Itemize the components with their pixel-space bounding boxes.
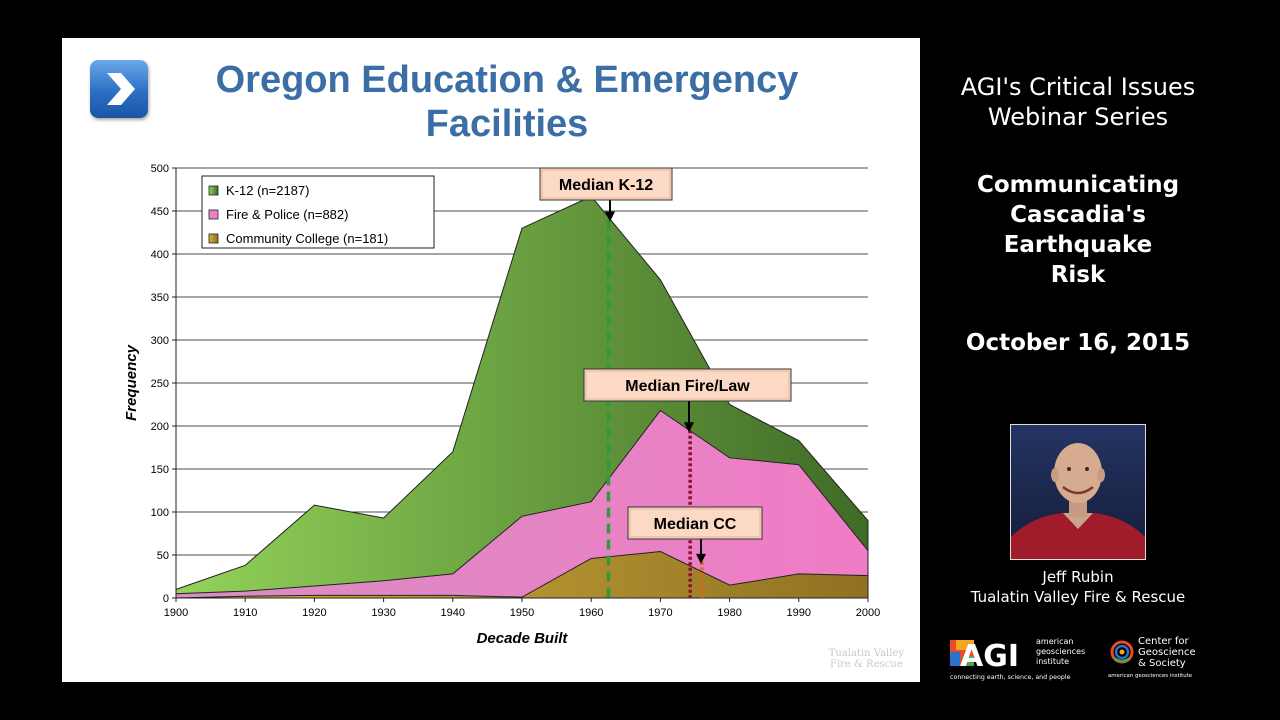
talk-title-line: Risk — [1050, 262, 1106, 288]
legend-swatch — [208, 209, 219, 220]
agi-name-line: american — [1036, 637, 1074, 646]
median-arrowhead — [696, 553, 706, 564]
area-chart: 0 50 100 150 200 250 300 350 400 450 500 1900 1910 19… — [123, 163, 880, 647]
watermark: Tualatin Valley Fire & Rescue — [829, 648, 904, 670]
y-tick-label: 250 — [151, 378, 169, 390]
chart-areas — [175, 195, 869, 599]
median-callout-label: Median K-12 — [559, 177, 653, 194]
median-callout-label: Median CC — [654, 516, 737, 533]
x-tick-label: 2000 — [856, 607, 880, 619]
webinar-sidebar: AGI's Critical Issues Webinar Series Com… — [930, 0, 1280, 720]
legend-swatch — [208, 233, 219, 244]
speaker-name: Jeff Rubin — [1042, 568, 1114, 586]
legend-box — [201, 175, 435, 249]
median-callout-label: Median Fire/Law — [625, 378, 750, 395]
y-tick-label: 350 — [151, 292, 169, 304]
x-tick-label: 1930 — [371, 607, 395, 619]
talk-date: October 16, 2015 — [965, 330, 1191, 356]
x-tick-label: 1920 — [302, 607, 326, 619]
area-series-2 — [175, 409, 869, 599]
series-title-line: AGI's Critical Issues — [960, 73, 1196, 101]
median-callout-inner — [629, 508, 761, 538]
cgs-logo: Center for Geoscience & Society american… — [1108, 636, 1196, 679]
y-tick-label: 50 — [157, 550, 169, 562]
y-tick-label: 200 — [151, 421, 169, 433]
y-tick-label: 400 — [151, 249, 169, 261]
speaker-org: Tualatin Valley Fire & Rescue — [970, 588, 1186, 606]
series-title-line: Webinar Series — [987, 103, 1169, 131]
y-tick-label: 500 — [151, 163, 169, 175]
slide: Oregon Education & Emergency Facilities … — [62, 38, 920, 682]
slide-title: Oregon Education & Emergency Facilities — [215, 59, 799, 145]
chart-medians: Median K-12 Median Fire/Law Median CC — [539, 167, 792, 598]
watermark-line: Tualatin Valley — [828, 648, 904, 659]
median-callout-box — [627, 506, 763, 540]
talk-title-line: Cascadia's — [1010, 202, 1146, 228]
agi-logo: AGI american geosciences institute conne… — [950, 637, 1085, 681]
y-tick-label: 0 — [163, 593, 169, 605]
cgs-tagline: american geosciences institute — [1108, 673, 1193, 679]
chevron-right-icon — [90, 60, 148, 118]
legend-swatch — [208, 185, 219, 196]
cgs-line: Center for — [1138, 636, 1189, 647]
median-callout-box — [583, 368, 792, 402]
y-tick-label: 300 — [151, 335, 169, 347]
speaker-photo — [1010, 424, 1146, 560]
agi-tagline: connecting earth, science, and people — [950, 674, 1071, 681]
talk-title-line: Communicating — [976, 172, 1180, 198]
legend-entry: Community College (n=181) — [226, 231, 388, 246]
legend-entry: Fire & Police (n=882) — [226, 207, 348, 222]
x-tick-label: 1980 — [717, 607, 741, 619]
x-tick-label: 1960 — [579, 607, 603, 619]
x-axis-label: Decade Built — [477, 630, 569, 647]
median-arrowhead — [605, 211, 615, 222]
chart-legend: K-12 (n=2187) Fire & Police (n=882) Commun… — [201, 175, 435, 249]
x-tick-label: 1990 — [787, 607, 811, 619]
median-callout-box — [539, 167, 673, 201]
agi-name-line: institute — [1036, 657, 1069, 666]
median-callout-inner — [585, 370, 790, 400]
area-series-3 — [175, 551, 869, 599]
y-tick-label: 150 — [151, 464, 169, 476]
y-tick-label: 450 — [151, 206, 169, 218]
watermark-line: Fire & Rescue — [830, 659, 903, 670]
y-tick-label: 100 — [151, 507, 169, 519]
x-tick-label: 1970 — [648, 607, 672, 619]
agi-mark: AGI — [960, 639, 1019, 674]
series-title: AGI's Critical Issues Webinar Series — [930, 72, 1226, 132]
talk-title-line: Earthquake — [1003, 232, 1153, 258]
x-tick-label: 1900 — [164, 607, 188, 619]
median-arrowhead — [684, 422, 694, 433]
x-tick-label: 1910 — [233, 607, 257, 619]
legend-entry: K-12 (n=2187) — [226, 183, 309, 198]
y-axis-label: Frequency — [123, 344, 140, 421]
cgs-line: & Society — [1138, 658, 1186, 669]
x-tick-label: 1940 — [441, 607, 465, 619]
agi-name-line: geosciences — [1036, 647, 1085, 656]
chart-ticks: 0 50 100 150 200 250 300 350 400 450 500 1900 1910 19… — [123, 163, 880, 647]
x-tick-label: 1950 — [510, 607, 534, 619]
talk-title: Communicating Cascadia's Earthquake Risk — [930, 170, 1226, 290]
median-callout-inner — [541, 169, 671, 199]
cgs-line: Geoscience — [1138, 647, 1196, 658]
